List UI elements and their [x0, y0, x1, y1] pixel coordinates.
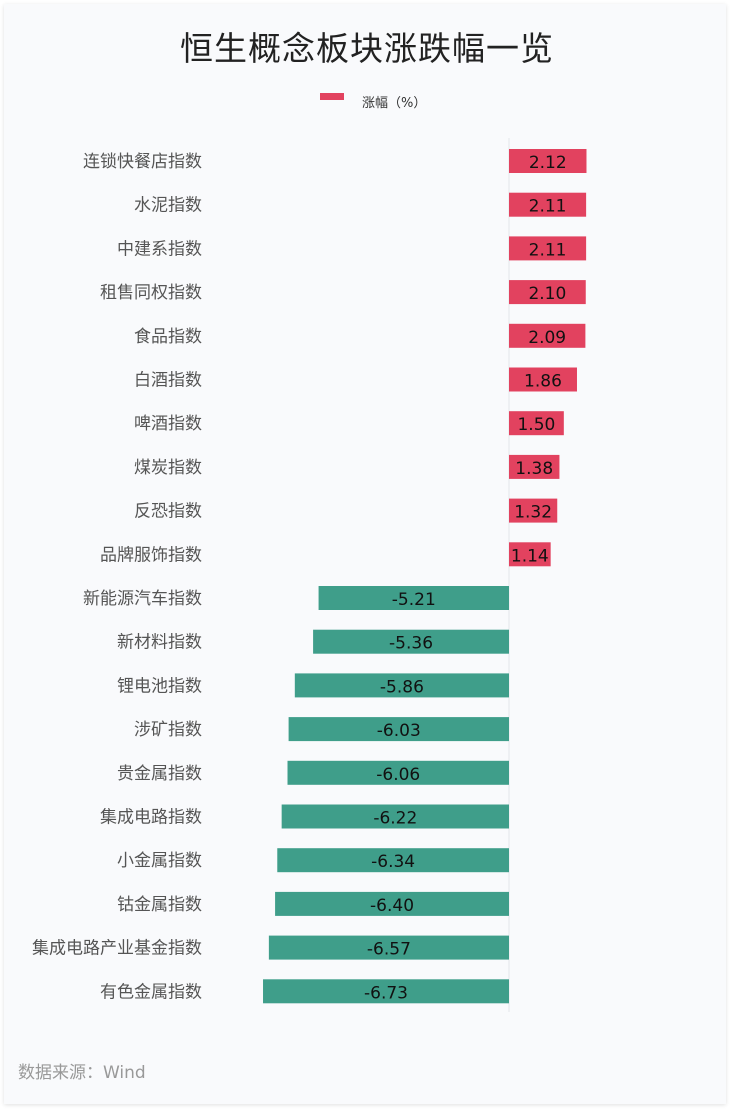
data-label: -6.57 — [367, 940, 411, 960]
bar — [281, 804, 509, 829]
bar — [509, 149, 587, 173]
category-label: 钴金属指数 — [117, 895, 202, 915]
category-label: 连锁快餐店指数 — [83, 152, 202, 172]
data-label: -6.06 — [376, 765, 420, 785]
category-label: 品牌服饰指数 — [100, 545, 202, 565]
chart-card — [4, 4, 726, 1104]
bar — [509, 323, 586, 348]
category-label: 啤酒指数 — [134, 414, 202, 434]
data-label: 1.86 — [524, 372, 562, 392]
category-label: 食品指数 — [134, 327, 202, 347]
category-label: 锂电池指数 — [117, 676, 202, 696]
category-label: 租售同权指数 — [100, 283, 202, 303]
source-note: 数据来源：Wind — [18, 1063, 146, 1083]
data-label: -6.40 — [370, 896, 414, 916]
category-label: 煤炭指数 — [134, 458, 202, 478]
data-label: -6.73 — [364, 983, 408, 1003]
category-label: 中建系指数 — [117, 239, 202, 259]
category-label: 反恐指数 — [134, 502, 202, 522]
legend-label: 涨幅（%） — [362, 96, 427, 111]
category-label: 贵金属指数 — [117, 764, 202, 784]
legend: 涨幅（%） — [320, 92, 426, 111]
bar — [509, 454, 560, 479]
data-label: -5.86 — [380, 677, 424, 697]
data-label: -6.22 — [373, 809, 417, 829]
data-label: 2.10 — [528, 284, 566, 304]
bar — [509, 236, 587, 261]
bar — [275, 891, 509, 916]
data-label: -6.34 — [371, 852, 415, 872]
bar — [509, 411, 564, 436]
category-label: 集成电路指数 — [100, 808, 202, 828]
bar — [263, 979, 509, 1004]
data-label: 1.14 — [511, 546, 549, 566]
data-label: 1.32 — [514, 503, 552, 523]
bar — [509, 542, 551, 567]
data-label: 2.09 — [528, 328, 566, 348]
bar — [287, 760, 509, 785]
category-label: 新材料指数 — [117, 633, 202, 653]
bar — [509, 280, 586, 305]
data-label: -5.21 — [392, 590, 436, 610]
bar — [277, 848, 509, 873]
data-label: 1.38 — [515, 459, 553, 479]
category-label: 新能源汽车指数 — [83, 589, 202, 609]
data-label: -6.03 — [377, 721, 421, 741]
bar — [313, 629, 509, 654]
bar — [318, 586, 509, 610]
data-label: 2.11 — [529, 240, 567, 260]
data-label: 2.11 — [529, 197, 567, 217]
bar — [268, 935, 509, 960]
category-label: 白酒指数 — [134, 371, 202, 391]
bar — [294, 673, 509, 698]
legend-swatch — [320, 93, 344, 100]
bar — [288, 717, 509, 742]
chart-title: 恒生概念板块涨跌幅一览 — [180, 29, 554, 68]
data-label: -5.36 — [389, 634, 433, 654]
data-label: 2.12 — [529, 153, 567, 173]
category-label: 集成电路产业基金指数 — [32, 939, 202, 959]
category-label: 涉矿指数 — [134, 720, 202, 740]
category-label: 水泥指数 — [134, 196, 202, 216]
category-label: 小金属指数 — [117, 851, 202, 871]
bar — [509, 367, 577, 392]
bar — [509, 192, 587, 217]
data-label: 1.50 — [517, 415, 555, 435]
bar — [509, 498, 558, 523]
category-label: 有色金属指数 — [100, 982, 202, 1002]
